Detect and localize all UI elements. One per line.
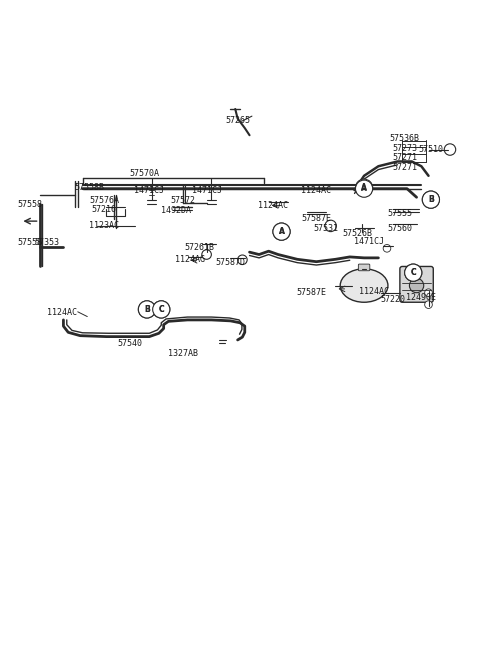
Text: 57587D: 57587D	[216, 258, 245, 267]
Text: 57558B: 57558B	[75, 183, 105, 193]
Text: A: A	[361, 183, 367, 193]
Circle shape	[422, 191, 440, 208]
Text: 57536B: 57536B	[390, 134, 420, 143]
Text: 1492DA: 1492DA	[161, 206, 191, 215]
Circle shape	[444, 144, 456, 155]
Circle shape	[273, 223, 290, 240]
Text: 1327AB: 1327AB	[168, 349, 198, 358]
Text: 57526B: 57526B	[342, 229, 372, 238]
Text: 57558: 57558	[18, 238, 43, 247]
Text: 1124AC: 1124AC	[48, 307, 77, 317]
Text: 57271: 57271	[392, 163, 417, 171]
Text: 1124AC: 1124AC	[301, 186, 331, 194]
Text: 57587E: 57587E	[297, 288, 326, 297]
Circle shape	[422, 191, 440, 208]
Text: 1471CJ: 1471CJ	[192, 186, 222, 194]
Text: 57261B: 57261B	[184, 243, 215, 252]
Text: B: B	[428, 195, 434, 204]
Text: 57560: 57560	[387, 224, 412, 233]
Text: 1124AC: 1124AC	[258, 201, 288, 210]
Circle shape	[153, 301, 170, 318]
Circle shape	[425, 289, 432, 296]
Text: C: C	[410, 268, 416, 277]
Text: 57558: 57558	[18, 200, 43, 209]
Text: 1471CJ: 1471CJ	[354, 237, 384, 246]
Text: 57570A: 57570A	[130, 169, 159, 178]
Circle shape	[138, 301, 156, 318]
Ellipse shape	[340, 269, 388, 302]
Circle shape	[356, 180, 372, 197]
Text: B: B	[144, 305, 150, 314]
Circle shape	[425, 301, 432, 308]
Circle shape	[153, 301, 170, 318]
Text: 1124AG: 1124AG	[175, 255, 205, 264]
Text: 57555: 57555	[387, 210, 412, 219]
Circle shape	[202, 250, 211, 260]
Text: 1124AC: 1124AC	[359, 286, 389, 296]
Circle shape	[238, 255, 247, 265]
Text: 57510: 57510	[419, 145, 444, 154]
Text: 57572: 57572	[170, 196, 195, 205]
Text: 57587E: 57587E	[301, 214, 331, 223]
Text: C: C	[158, 305, 164, 314]
Text: A: A	[278, 227, 285, 236]
Text: 57576A: 57576A	[89, 196, 119, 205]
Text: 57353: 57353	[34, 238, 59, 247]
Text: 57273: 57273	[392, 144, 417, 152]
Text: A: A	[278, 227, 285, 236]
Circle shape	[405, 264, 422, 281]
Text: A: A	[361, 184, 367, 193]
Text: 1249GE: 1249GE	[407, 292, 436, 302]
Circle shape	[325, 220, 336, 232]
Text: 57216: 57216	[92, 205, 117, 214]
Circle shape	[356, 179, 372, 196]
Text: 57540: 57540	[118, 339, 143, 348]
Circle shape	[405, 264, 422, 281]
Text: C: C	[410, 268, 416, 277]
Text: 57271: 57271	[392, 153, 417, 162]
Text: B: B	[428, 195, 434, 204]
FancyBboxPatch shape	[400, 267, 433, 302]
Text: 1123AC: 1123AC	[89, 221, 119, 231]
Text: 57220: 57220	[380, 296, 405, 304]
Circle shape	[383, 244, 391, 252]
Text: 57265: 57265	[225, 116, 250, 125]
Circle shape	[409, 279, 424, 293]
FancyBboxPatch shape	[359, 264, 370, 271]
Text: C: C	[158, 305, 164, 314]
Text: 1471CJ: 1471CJ	[134, 186, 164, 194]
Text: 57531: 57531	[313, 224, 338, 233]
Text: B: B	[144, 305, 150, 314]
Circle shape	[273, 223, 290, 240]
Circle shape	[138, 301, 156, 318]
